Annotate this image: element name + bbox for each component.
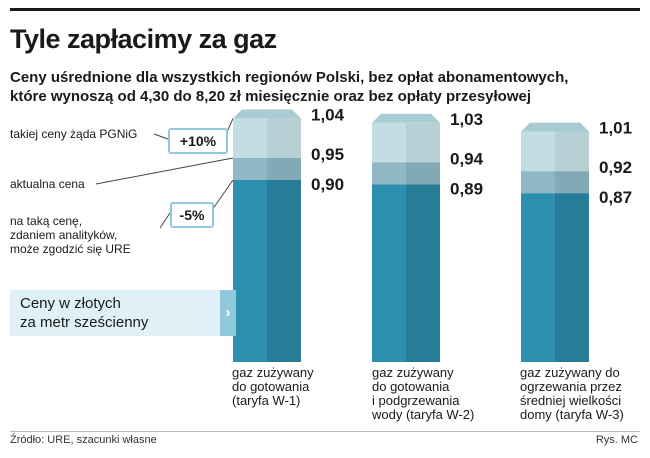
pgnig-increase-badge: +10% bbox=[168, 128, 228, 154]
source-note: Źródło: URE, szacunki własne bbox=[10, 434, 157, 446]
bar-shade-current bbox=[406, 162, 440, 185]
bar-top-face bbox=[372, 113, 440, 123]
bar-shade-ure bbox=[267, 180, 301, 362]
legend-current-label: aktualna cena bbox=[10, 177, 85, 191]
top-rule bbox=[10, 8, 640, 11]
subtitle-line-2: które wynoszą od 4,30 do 8,20 zł miesięc… bbox=[10, 88, 532, 105]
value-label: 0,94 bbox=[450, 149, 484, 168]
bar-segment-ure bbox=[521, 193, 589, 362]
ure-decrease-badge: -5% bbox=[170, 202, 214, 228]
legend-ure-line-2: zdaniem analityków, bbox=[10, 228, 118, 242]
unit-note: Ceny w złotych za metr sześcienny bbox=[10, 290, 236, 336]
category-line: gaz zużywany bbox=[232, 365, 314, 380]
unit-note-line-1: Ceny w złotych bbox=[20, 295, 121, 312]
category-line: i podgrzewania bbox=[372, 393, 460, 408]
bar-shade-pgnig bbox=[555, 131, 589, 172]
value-label: 1,04 bbox=[311, 105, 345, 124]
footer-rule bbox=[10, 431, 640, 432]
chevron-right-icon: › bbox=[220, 290, 236, 336]
bar-segment-ure bbox=[372, 184, 440, 362]
category-line: do gotowania bbox=[232, 379, 310, 394]
value-label: 0,87 bbox=[599, 188, 632, 207]
value-label: 0,90 bbox=[311, 175, 344, 194]
value-label: 0,92 bbox=[599, 158, 632, 177]
bar-segment-current bbox=[372, 162, 440, 185]
bar-segment-pgnig bbox=[372, 122, 440, 163]
leader-line-pgnig-label bbox=[153, 133, 169, 140]
bar-shade-pgnig bbox=[267, 118, 301, 158]
unit-note-line-2: za metr sześcienny bbox=[20, 314, 149, 331]
bar-segment-pgnig bbox=[233, 118, 301, 158]
bar-shade-ure bbox=[555, 193, 589, 362]
chart-subtitle: Ceny uśrednione dla wszystkich regionów … bbox=[10, 68, 640, 106]
bars-group bbox=[233, 109, 589, 362]
category-line: domy (taryfa W-3) bbox=[520, 407, 624, 422]
legend-pgnig-label: takiej ceny żąda PGNiG bbox=[10, 127, 138, 141]
category-label-w1: gaz zużywany do gotowania (taryfa W-1) bbox=[232, 366, 314, 408]
leader-line-ure-label bbox=[159, 212, 171, 229]
chart-title: Tyle zapłacimy za gaz bbox=[10, 24, 277, 54]
value-label: 0,95 bbox=[311, 145, 344, 164]
bar-shade-ure bbox=[406, 184, 440, 362]
bar-shade-pgnig bbox=[406, 122, 440, 163]
category-label-w2: gaz zużywany do gotowania i podgrzewania… bbox=[372, 366, 474, 422]
bar-shade-current bbox=[555, 171, 589, 194]
category-line: (taryfa W-1) bbox=[232, 393, 301, 408]
bar-segment-pgnig bbox=[521, 131, 589, 172]
bar-segment-current bbox=[521, 171, 589, 194]
value-labels-group: 1,04 0,95 0,90 1,03 0,94 0,89 1,01 0,92 0,87 bbox=[311, 105, 632, 207]
bar-top-face bbox=[521, 122, 589, 132]
category-line: gaz zużywany do bbox=[520, 365, 620, 380]
bar-top-face bbox=[233, 109, 301, 119]
bar-segment-current bbox=[233, 158, 301, 180]
value-label: 1,03 bbox=[450, 110, 483, 129]
category-label-w3: gaz zużywany do ogrzewania przez średnie… bbox=[520, 366, 624, 422]
category-line: wody (taryfa W-2) bbox=[372, 407, 475, 422]
value-label: 0,89 bbox=[450, 179, 483, 198]
bar-shade-current bbox=[267, 158, 301, 180]
category-line: do gotowania bbox=[372, 379, 450, 394]
legend-ure-line-3: może zgodzić się URE bbox=[10, 242, 131, 256]
category-line: gaz zużywany bbox=[372, 365, 454, 380]
subtitle-line-1: Ceny uśrednione dla wszystkich regionów … bbox=[10, 69, 569, 86]
legend-ure-label: na taką cenę, zdaniem analityków, może z… bbox=[10, 214, 131, 256]
credit-note: Rys. MC bbox=[595, 434, 638, 446]
leader-line-current bbox=[95, 157, 234, 185]
category-line: ogrzewania przez bbox=[520, 379, 622, 394]
bar-segment-ure bbox=[233, 180, 301, 362]
legend-ure-line-1: na taką cenę, bbox=[10, 214, 83, 228]
category-line: średniej wielkości bbox=[520, 393, 622, 408]
value-label: 1,01 bbox=[599, 119, 632, 138]
